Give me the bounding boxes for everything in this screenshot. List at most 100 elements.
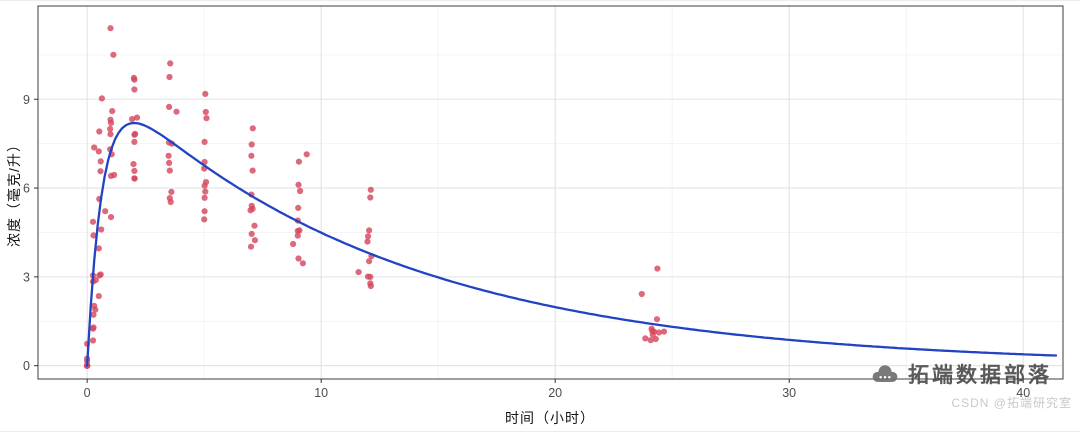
- data-point: [107, 214, 115, 221]
- data-point: [203, 115, 210, 122]
- data-point: [202, 188, 209, 195]
- data-point: [95, 245, 102, 252]
- x-tick-label: 30: [782, 386, 796, 400]
- data-point: [367, 282, 374, 290]
- data-point: [90, 311, 97, 318]
- data-point: [201, 208, 208, 215]
- data-point: [109, 108, 116, 115]
- watermark: 拓端数据部落: [869, 359, 1052, 389]
- data-point: [165, 152, 172, 159]
- data-point: [290, 240, 297, 248]
- data-point: [98, 226, 105, 233]
- data-point: [367, 194, 374, 201]
- data-point: [95, 293, 102, 300]
- watermark-credit: CSDN @拓端研究室: [951, 396, 1072, 410]
- data-point: [131, 175, 138, 182]
- data-point: [303, 151, 310, 158]
- data-point: [653, 316, 661, 323]
- data-point: [652, 335, 659, 343]
- data-point: [131, 138, 138, 145]
- data-point: [102, 208, 109, 215]
- data-point: [166, 195, 173, 202]
- data-point: [96, 128, 103, 135]
- data-point: [168, 188, 175, 195]
- data-point: [355, 269, 362, 276]
- data-point: [294, 232, 301, 239]
- data-point: [107, 25, 114, 32]
- data-point: [367, 186, 374, 193]
- data-point: [364, 238, 371, 245]
- data-point: [647, 337, 654, 344]
- data-point: [296, 227, 303, 234]
- x-tick-label: 10: [314, 386, 328, 400]
- y-tick-label: 6: [23, 182, 30, 196]
- data-point: [202, 108, 209, 116]
- data-point: [642, 335, 649, 342]
- data-point: [107, 172, 115, 179]
- x-axis-title: 时间（小时）: [505, 410, 595, 426]
- data-point: [248, 230, 255, 237]
- data-point: [251, 222, 258, 229]
- x-tick-label: 0: [84, 386, 91, 400]
- data-point: [295, 181, 302, 188]
- data-point: [638, 290, 645, 298]
- y-axis-title: 浓度（毫克/升）: [6, 137, 22, 247]
- data-point: [91, 144, 98, 151]
- data-point: [201, 216, 208, 223]
- data-point: [251, 237, 258, 244]
- data-point: [98, 95, 105, 102]
- data-point: [92, 277, 99, 284]
- watermark-brand-text: 拓端数据部落: [908, 364, 1052, 387]
- data-point: [655, 329, 663, 336]
- data-point: [89, 325, 97, 332]
- data-point: [295, 204, 302, 211]
- data-point: [96, 272, 103, 279]
- data-point: [201, 138, 208, 145]
- data-point: [660, 328, 668, 335]
- data-point: [201, 194, 208, 201]
- data-point: [367, 273, 374, 280]
- data-point: [89, 337, 97, 344]
- data-point: [110, 51, 117, 58]
- data-point: [132, 130, 139, 137]
- data-point: [97, 168, 104, 175]
- data-point: [295, 255, 302, 262]
- data-point: [95, 148, 102, 155]
- data-point: [247, 243, 255, 250]
- data-point: [89, 218, 97, 225]
- data-point: [166, 73, 173, 81]
- data-point: [248, 141, 255, 148]
- plot-panel: [38, 6, 1063, 379]
- data-point: [364, 233, 372, 240]
- data-point: [249, 125, 256, 132]
- data-point: [166, 167, 173, 174]
- data-point: [131, 167, 138, 174]
- data-point: [131, 86, 138, 93]
- panel-border: [37, 5, 1064, 380]
- data-point: [107, 131, 114, 138]
- data-point: [654, 265, 661, 272]
- data-point: [91, 302, 98, 309]
- data-point: [90, 232, 97, 239]
- data-point: [649, 327, 656, 335]
- data-point: [295, 158, 302, 165]
- data-point: [107, 119, 115, 126]
- data-point: [247, 207, 254, 214]
- x-tick-label: 40: [1016, 386, 1030, 400]
- y-tick-label: 9: [23, 93, 30, 107]
- data-point: [166, 103, 173, 110]
- data-point: [249, 167, 256, 174]
- data-point: [129, 116, 136, 123]
- data-point: [173, 108, 180, 115]
- data-point: [366, 227, 373, 234]
- data-point: [166, 159, 173, 166]
- y-tick-label: 3: [23, 270, 30, 284]
- y-tick-label: 0: [23, 359, 30, 373]
- data-point: [130, 161, 137, 168]
- data-point: [248, 152, 255, 159]
- cloud-logo-icon: [872, 365, 898, 382]
- data-point: [299, 260, 306, 267]
- x-tick-label: 20: [548, 386, 562, 400]
